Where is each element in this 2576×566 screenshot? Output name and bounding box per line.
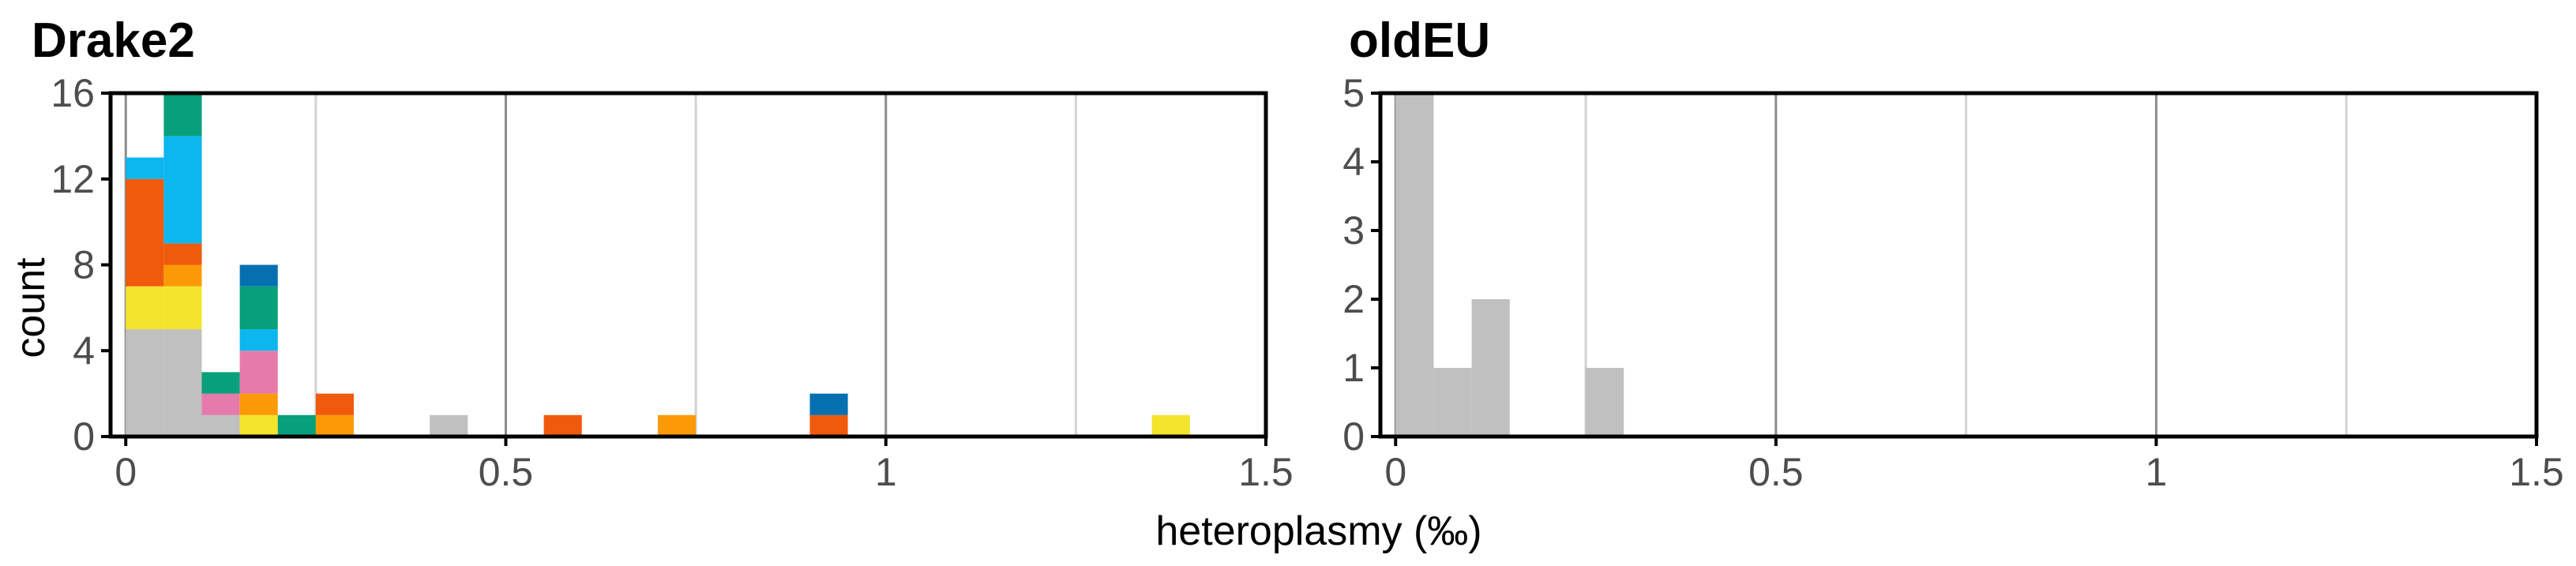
bar-segment bbox=[658, 414, 697, 437]
bars bbox=[126, 93, 1190, 437]
bar-segment bbox=[277, 414, 316, 437]
x-tick-labels: 0 0.5 1 1.5 bbox=[1384, 437, 2564, 494]
bar-segment bbox=[239, 286, 278, 330]
bar-segment bbox=[239, 264, 278, 287]
bar-segment bbox=[1433, 368, 1472, 437]
bar-segment bbox=[126, 178, 164, 287]
bar-segment bbox=[201, 393, 240, 415]
y-tick-label: 4 bbox=[1342, 140, 1365, 184]
y-tick-labels: 0 4 8 12 16 bbox=[51, 71, 111, 459]
bar-segment bbox=[809, 393, 848, 415]
bar-segment bbox=[126, 286, 164, 330]
bar-segment bbox=[126, 329, 164, 437]
x-tick-label: 1 bbox=[875, 450, 897, 494]
bar-segment bbox=[1586, 368, 1624, 437]
bar-segment bbox=[543, 414, 582, 437]
y-tick-label: 0 bbox=[73, 414, 95, 459]
y-tick-label: 12 bbox=[51, 157, 95, 201]
x-tick-labels: 0 0.5 1 1.5 bbox=[115, 437, 1294, 494]
y-tick-label: 2 bbox=[1342, 277, 1365, 321]
plot-frame bbox=[108, 91, 1268, 439]
bar-segment bbox=[163, 93, 202, 137]
x-tick-label: 0 bbox=[115, 450, 137, 494]
bar-segment bbox=[1151, 414, 1190, 437]
y-tick-label: 3 bbox=[1342, 208, 1365, 253]
bar-segment bbox=[315, 414, 354, 437]
bar-segment bbox=[809, 414, 848, 437]
bar-segment bbox=[126, 157, 164, 179]
bar-segment bbox=[239, 393, 278, 415]
grid bbox=[1394, 93, 2348, 437]
panel-title: Drake2 bbox=[32, 13, 195, 68]
bar-segment bbox=[239, 329, 278, 351]
panel-title: oldEU bbox=[1349, 13, 1490, 68]
x-tick-label: 0.5 bbox=[479, 450, 534, 494]
x-axis-title: heteroplasmy (‰) bbox=[1155, 508, 1481, 554]
x-tick-label: 0.5 bbox=[1748, 450, 1804, 494]
bars bbox=[1395, 93, 1624, 437]
bar-segment bbox=[163, 286, 202, 330]
panel-drake2: Drake2 0 4 8 12 16 0 0.5 1 1.5 bbox=[32, 13, 1294, 494]
bar-segment bbox=[163, 136, 202, 244]
y-tick-label: 0 bbox=[1342, 414, 1365, 459]
x-tick-label: 1.5 bbox=[2509, 450, 2564, 494]
bar-segment bbox=[430, 414, 468, 437]
bar-segment bbox=[201, 372, 240, 394]
bar-segment bbox=[315, 393, 354, 415]
x-tick-label: 0 bbox=[1384, 450, 1406, 494]
panel-oldeu: oldEU 0 1 2 3 4 5 0 0.5 1 1.5 bbox=[1342, 13, 2564, 494]
bar-segment bbox=[1395, 93, 1434, 437]
x-tick-label: 1.5 bbox=[1238, 450, 1294, 494]
bar-segment bbox=[201, 414, 240, 437]
y-tick-labels: 0 1 2 3 4 5 bbox=[1342, 71, 1380, 459]
grid bbox=[124, 93, 1077, 437]
bar-segment bbox=[1471, 299, 1510, 437]
bar-segment bbox=[163, 329, 202, 437]
y-tick-label: 8 bbox=[73, 243, 95, 287]
y-tick-label: 1 bbox=[1342, 346, 1365, 390]
y-tick-label: 16 bbox=[51, 71, 95, 115]
plot-frame bbox=[1378, 91, 2539, 439]
y-tick-label: 4 bbox=[73, 328, 95, 373]
x-tick-label: 1 bbox=[2146, 450, 2168, 494]
bar-segment bbox=[239, 350, 278, 394]
bar-segment bbox=[163, 264, 202, 287]
bar-segment bbox=[239, 414, 278, 437]
y-tick-label: 5 bbox=[1342, 71, 1365, 115]
y-axis-title: count bbox=[8, 257, 54, 358]
bar-segment bbox=[163, 243, 202, 265]
